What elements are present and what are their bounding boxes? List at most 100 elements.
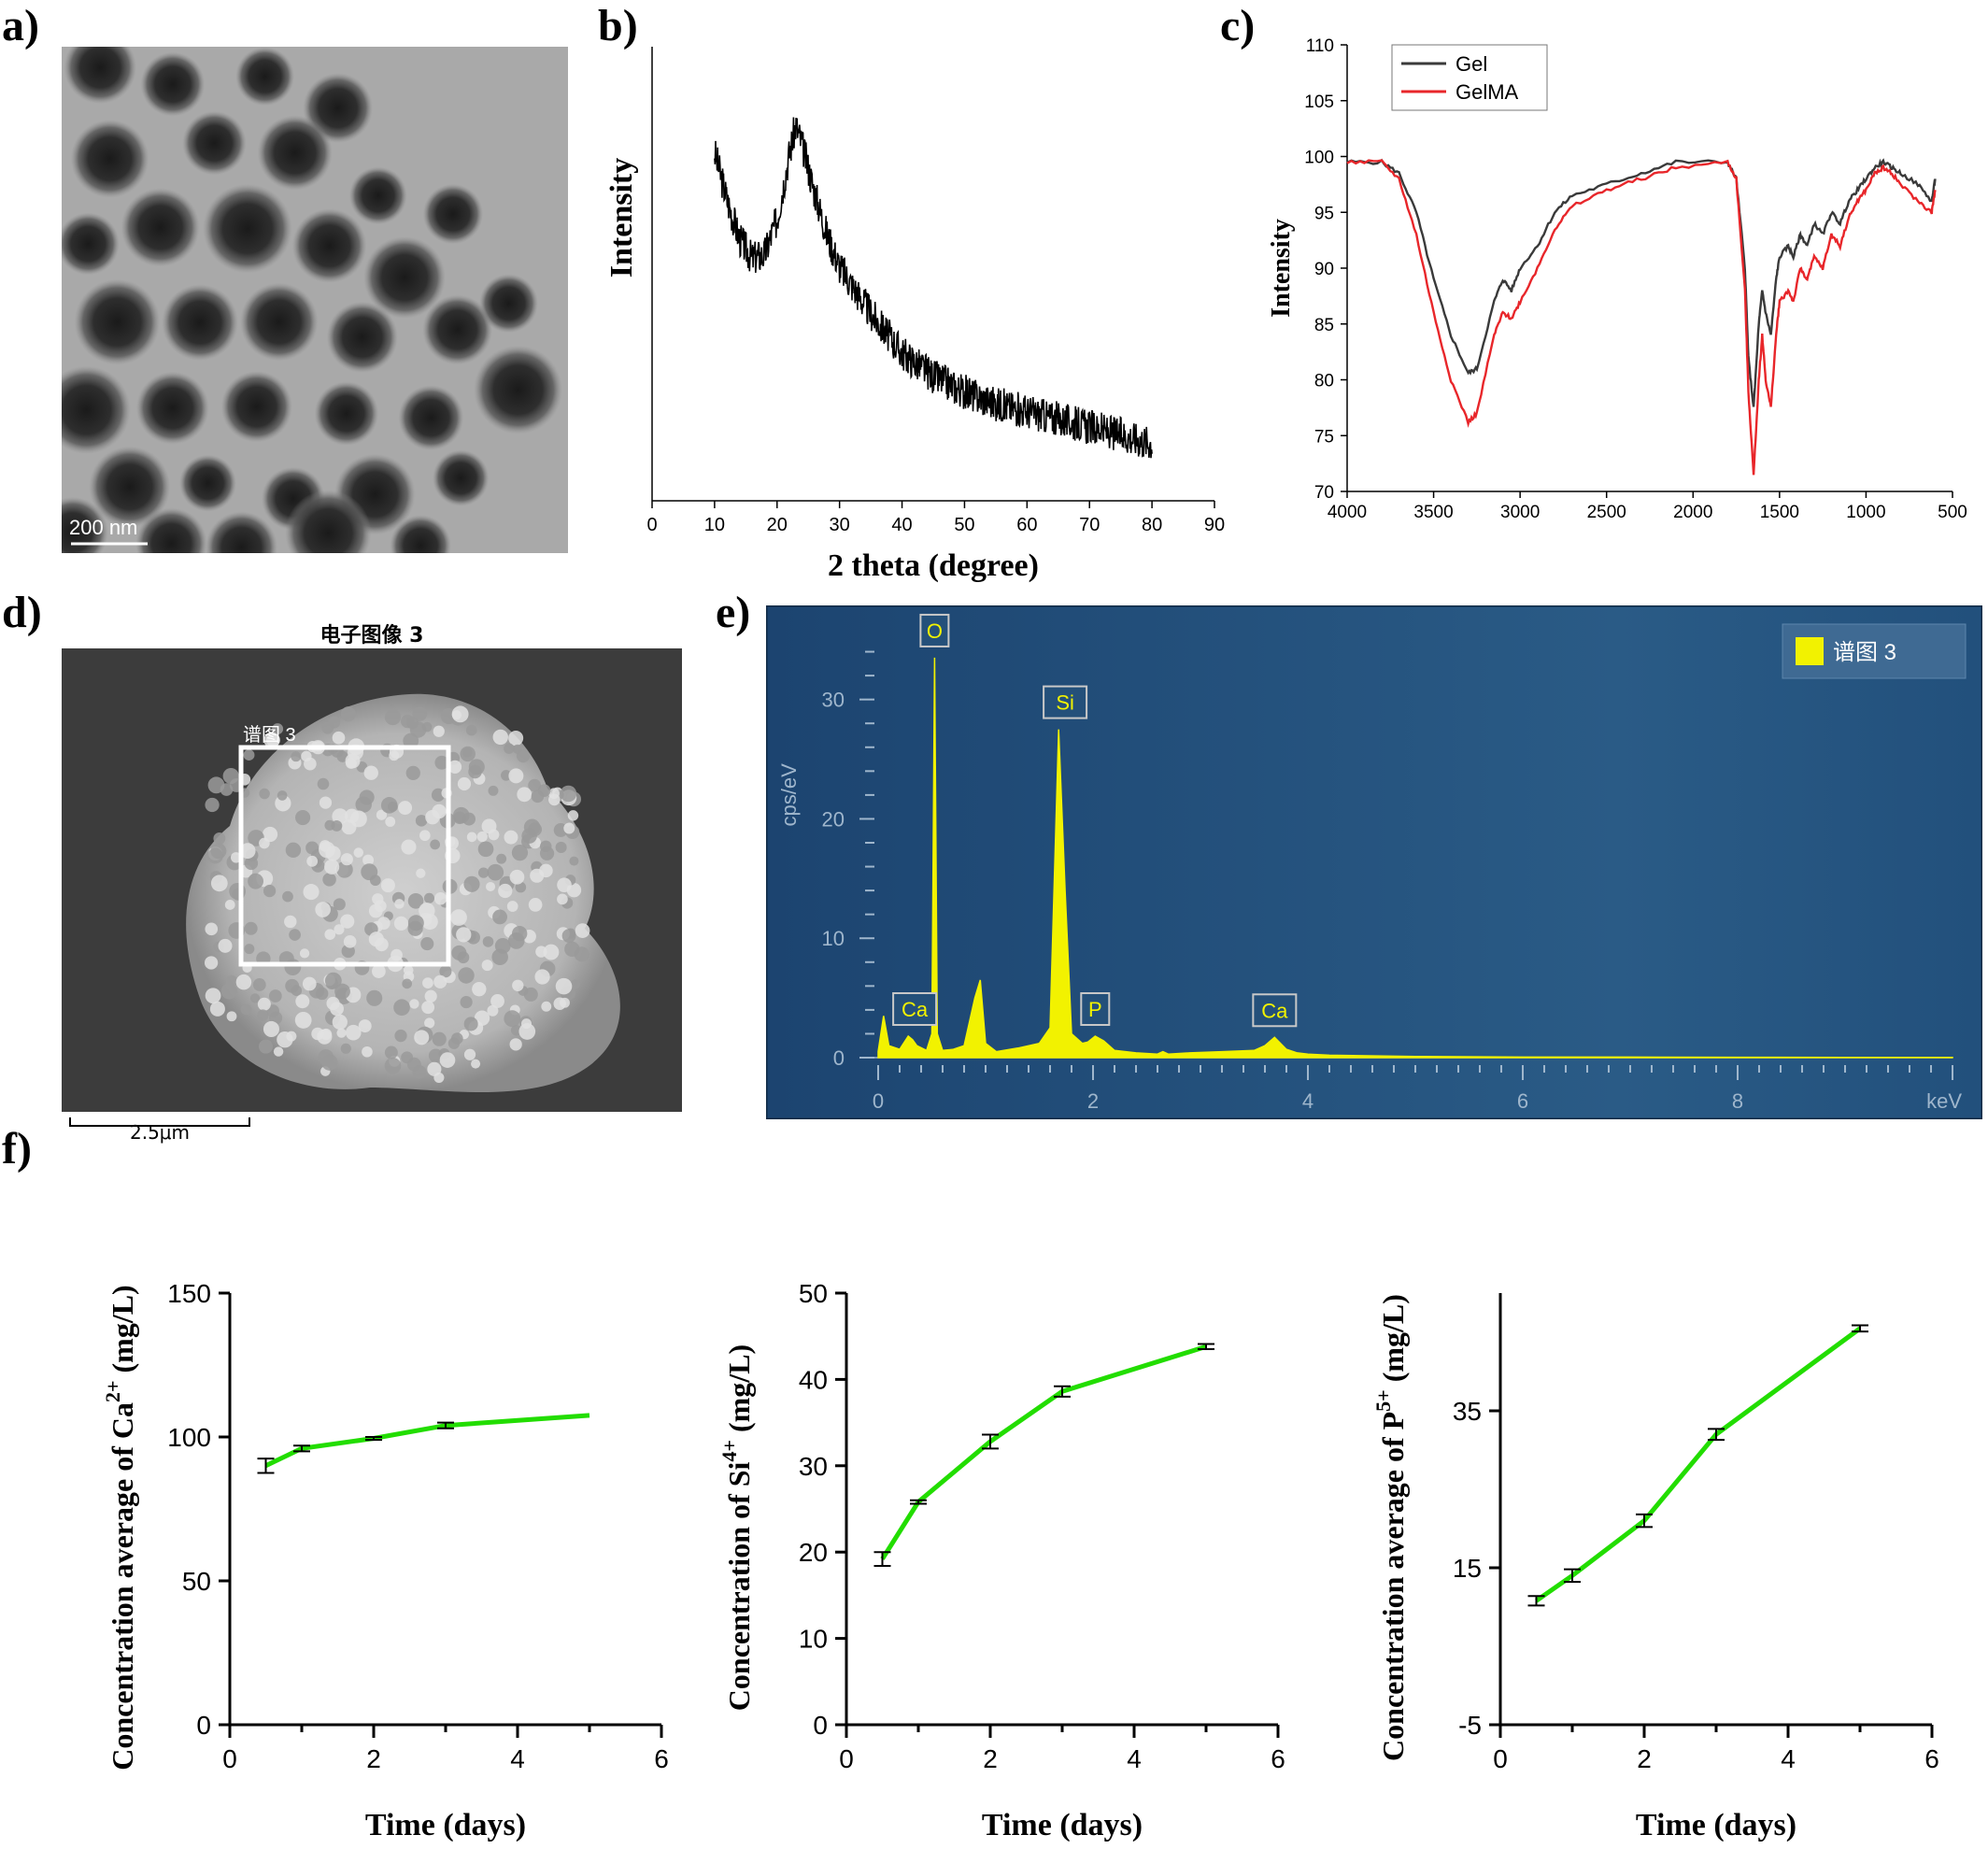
p-release-chart: -5 15 35 0 2 4 6 Time (days) Concentration avera…	[1364, 1205, 1988, 1844]
y-axis-title: Intensity	[604, 158, 639, 277]
y-tick-label: 85	[1314, 316, 1334, 335]
x-tick-label: 40	[891, 515, 912, 535]
sem-region-label: 谱图 3	[243, 725, 296, 746]
si-release-chart: 0 10 20 30 40 50 0 2 4 6 Time (days) Concentration …	[710, 1205, 1308, 1844]
x-tick-label: 70	[1079, 515, 1100, 535]
release-series-line	[264, 1413, 590, 1469]
xrd-series-line	[714, 117, 1153, 459]
x-tick-label: 4	[1302, 1089, 1314, 1113]
legend-label-gelma: GelMA	[1456, 80, 1519, 104]
y-tick-label: 10	[822, 927, 845, 950]
x-tick-label: 3500	[1413, 503, 1453, 522]
x-tick-label: 2	[1087, 1089, 1099, 1113]
x-tick-label: 2000	[1673, 503, 1712, 522]
y-tick-label: 70	[1314, 483, 1334, 503]
eds-spectrum	[877, 657, 1953, 1059]
tem-scale-bar: 200 nm	[69, 516, 138, 539]
x-axis-title: keV	[1926, 1089, 1962, 1113]
panel-label-f: f)	[2, 1124, 32, 1173]
y-tick-label: 20	[799, 1538, 828, 1567]
y-tick-label: 20	[822, 807, 845, 831]
x-tick-label: 2	[983, 1744, 998, 1773]
x-tick-label: 6	[1924, 1744, 1939, 1773]
panel-label-c: c)	[1220, 1, 1256, 50]
y-tick-label: 15	[1453, 1554, 1482, 1583]
y-tick-label: 35	[1453, 1397, 1482, 1426]
ftir-series-gel	[1346, 158, 1937, 407]
y-tick-label: 10	[799, 1625, 828, 1654]
x-tick-label: 0	[1493, 1744, 1508, 1773]
panel-label-d: d)	[2, 588, 42, 637]
eds-chart: 0 10 20 30 0 2 4 6 8 keV cps/eV O Si Ca P Ca 谱图 3	[764, 604, 1984, 1121]
x-tick-label: 10	[704, 515, 725, 535]
panel-label-b: b)	[598, 1, 638, 50]
x-tick-label: 4	[1781, 1744, 1796, 1773]
y-tick-label: 30	[799, 1452, 828, 1481]
y-tick-label: 0	[813, 1711, 828, 1740]
x-tick-label: 90	[1204, 515, 1225, 535]
x-tick-label: 8	[1732, 1089, 1743, 1113]
y-tick-label: 150	[167, 1279, 211, 1308]
y-tick-label: 50	[799, 1279, 828, 1308]
sem-region-box	[238, 745, 451, 967]
sem-image: 谱图 3	[62, 648, 682, 1112]
x-axis-title: 2 theta (degree)	[828, 548, 1039, 583]
eds-peak-tag	[1252, 993, 1298, 1028]
eds-peak-tag	[919, 613, 950, 647]
sem-scale-bar: 2.5μm	[129, 1121, 190, 1144]
x-tick-label: 50	[954, 515, 974, 535]
x-tick-label: 0	[646, 515, 657, 535]
eds-peak-tag	[1080, 992, 1111, 1026]
ftir-series-gelma	[1346, 159, 1937, 476]
eds-peak-label: Ca	[1261, 999, 1288, 1022]
x-axis-title: Time (days)	[1636, 1808, 1796, 1842]
y-tick-label: 95	[1314, 204, 1334, 223]
x-axis-title: Time (days)	[982, 1808, 1143, 1842]
x-tick-label: 1500	[1760, 503, 1799, 522]
x-tick-label: 20	[767, 515, 788, 535]
xrd-chart: 0 10 20 30 40 50 60 70 80 90 2 theta (degree) Inten…	[589, 28, 1233, 589]
eds-peak-label: Si	[1056, 691, 1074, 715]
x-tick-label: 500	[1938, 503, 1967, 522]
x-tick-label: 6	[1271, 1744, 1285, 1773]
y-tick-label: 110	[1306, 36, 1334, 56]
sem-scale-bar-line	[69, 1117, 250, 1127]
y-tick-label: 0	[196, 1711, 211, 1740]
x-tick-label: 1000	[1846, 503, 1885, 522]
x-tick-label: 0	[873, 1089, 884, 1113]
release-series-line	[880, 1344, 1207, 1560]
y-tick-label: 75	[1314, 427, 1334, 447]
eds-peak-label: P	[1088, 998, 1102, 1021]
legend-label-gel: Gel	[1456, 52, 1487, 76]
y-tick-label: 50	[182, 1567, 211, 1596]
legend-box	[1391, 44, 1548, 111]
x-tick-label: 2	[1637, 1744, 1652, 1773]
y-tick-label: 40	[799, 1365, 828, 1394]
x-tick-label: 0	[839, 1744, 854, 1773]
y-tick-label: 30	[822, 689, 845, 712]
y-tick-label: 105	[1304, 92, 1334, 112]
x-tick-label: 6	[1517, 1089, 1528, 1113]
y-tick-label: 100	[1304, 149, 1334, 168]
x-tick-label: 2	[366, 1744, 381, 1773]
eds-background	[764, 604, 1984, 1121]
x-tick-label: 2500	[1587, 503, 1626, 522]
y-tick-label: -5	[1458, 1711, 1482, 1740]
eds-peak-label: Ca	[902, 998, 929, 1021]
y-tick-label: 80	[1314, 372, 1334, 391]
y-tick-label: 100	[167, 1423, 211, 1452]
x-tick-label: 4000	[1328, 503, 1367, 522]
x-tick-label: 80	[1142, 515, 1162, 535]
x-axis-title: Time (days)	[365, 1808, 526, 1842]
y-tick-label: 90	[1314, 260, 1334, 279]
eds-peak-label: O	[927, 619, 943, 643]
x-tick-label: 4	[510, 1744, 525, 1773]
panel-label-a: a)	[2, 1, 39, 50]
ca-release-chart: 0 50 100 150 0 2 4 6 Time (days) Concentration av…	[93, 1205, 691, 1844]
legend-swatch	[1796, 637, 1824, 665]
y-tick-label: 0	[833, 1046, 845, 1070]
x-tick-label: 6	[654, 1744, 669, 1773]
x-tick-label: 3000	[1500, 503, 1540, 522]
x-tick-label: 0	[222, 1744, 237, 1773]
tem-image: 200 nm	[62, 47, 568, 553]
